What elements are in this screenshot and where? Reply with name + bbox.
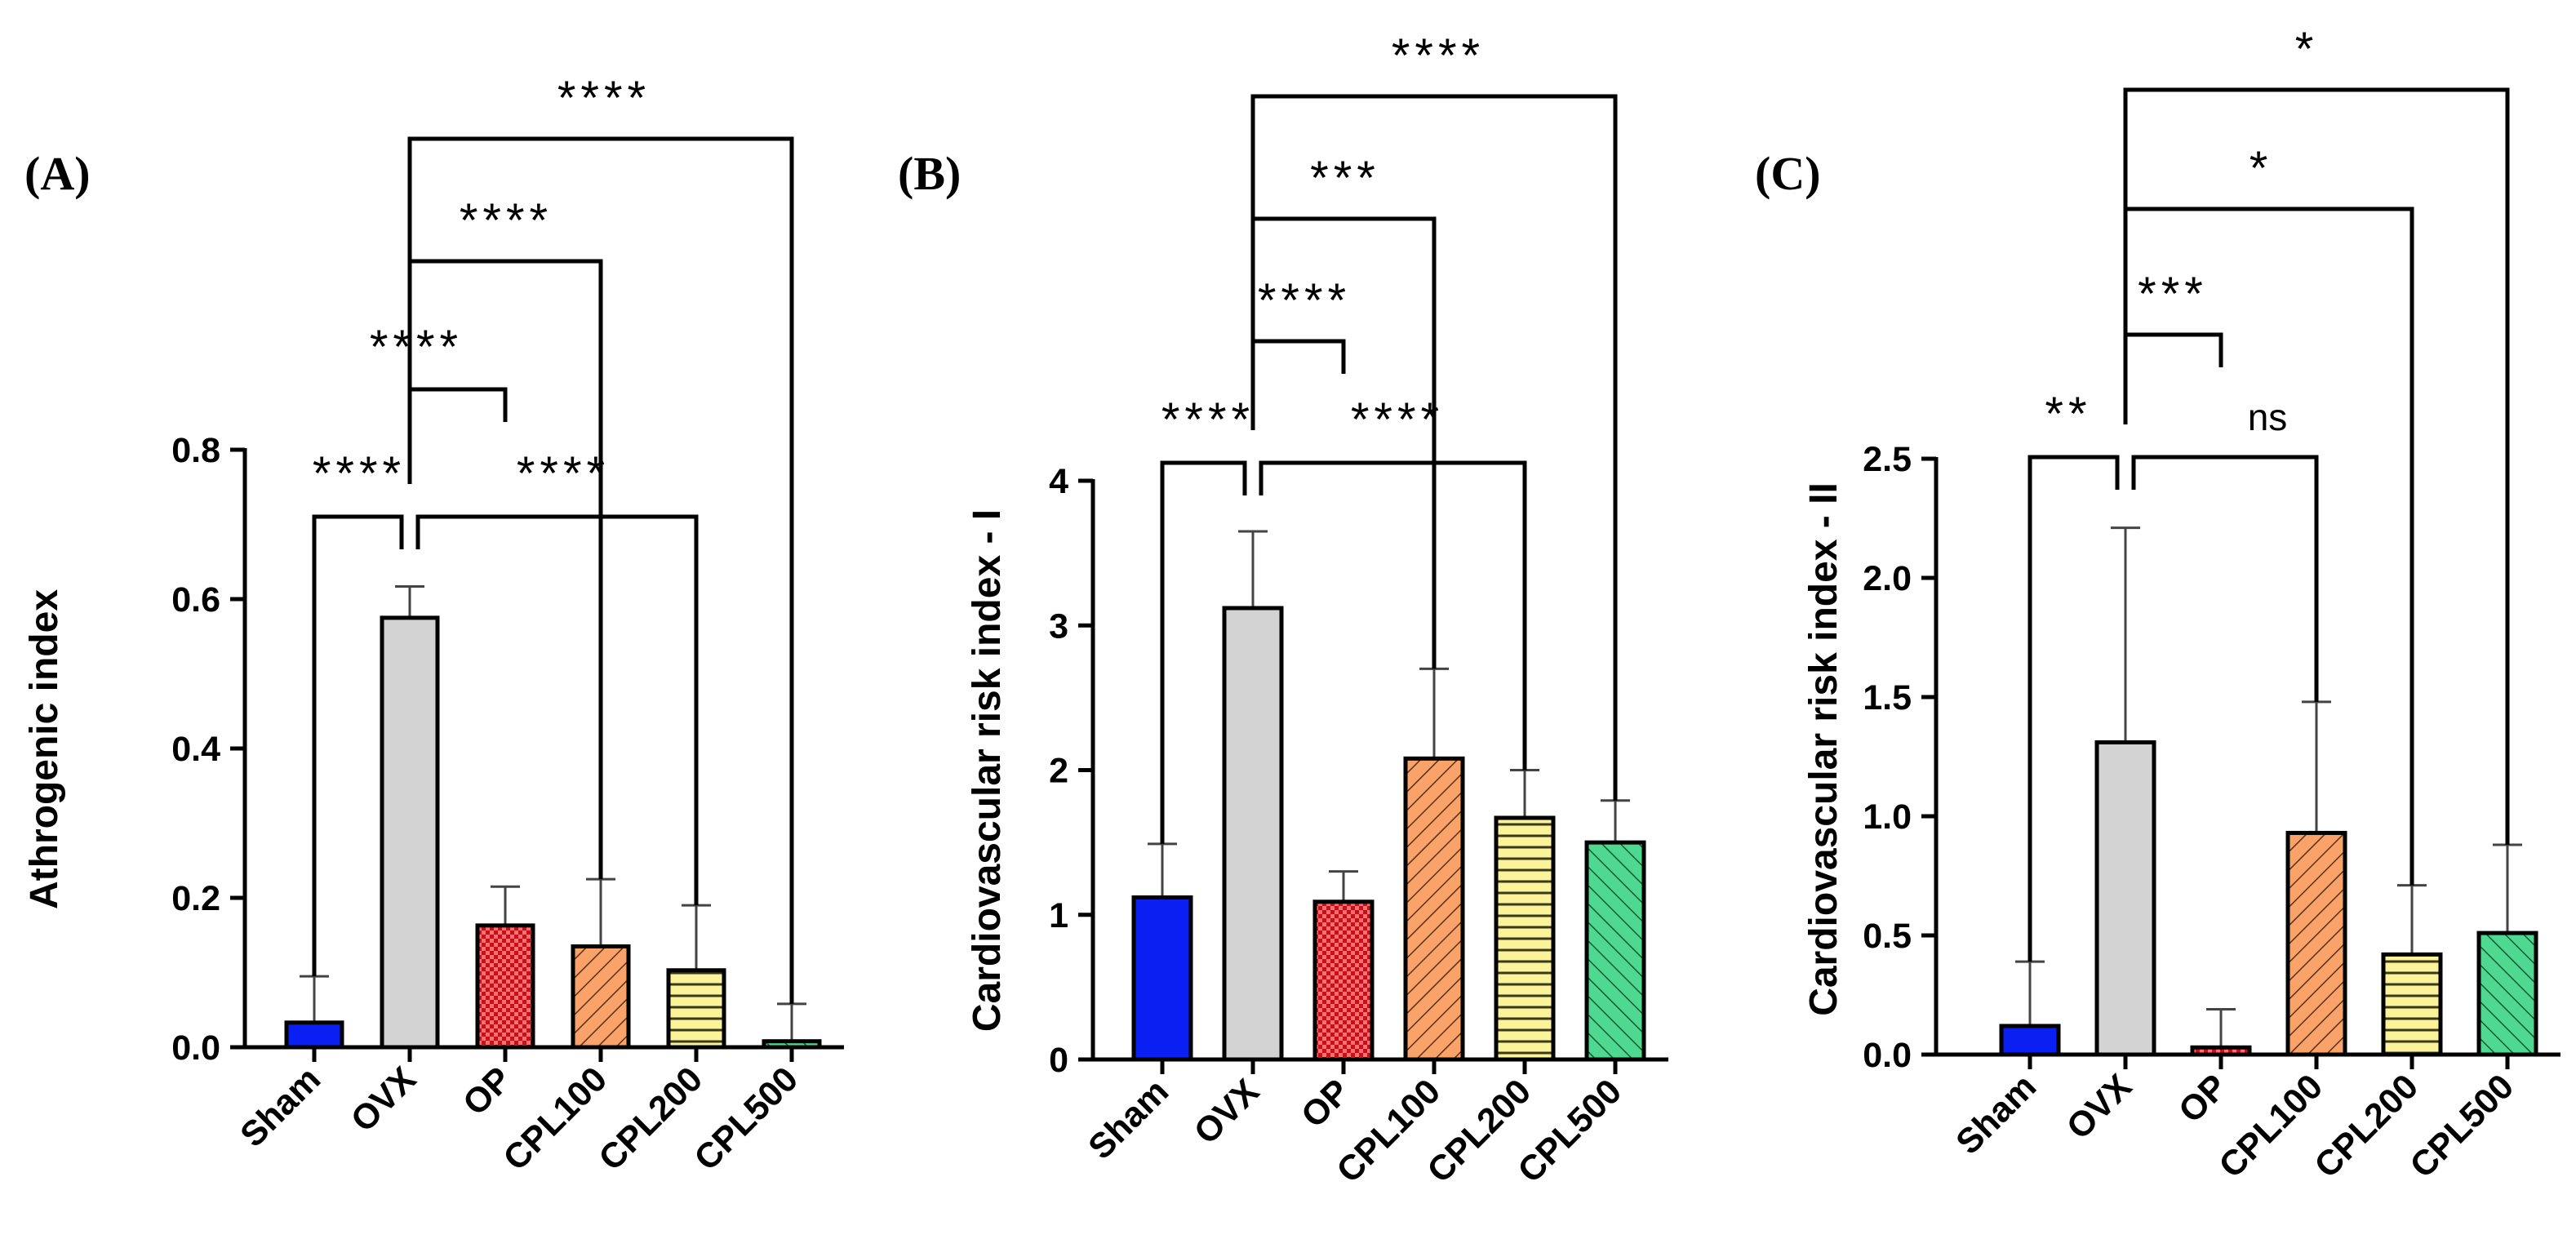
- significance-label: ****: [1392, 29, 1485, 82]
- y-axis-title: Cardiovascular risk index - I: [966, 509, 1009, 1032]
- x-tick-label: CPL500: [2403, 1067, 2521, 1185]
- panel-label: (C): [1755, 147, 1821, 200]
- significance-label: ****: [1161, 393, 1255, 446]
- x-tick-label: OVX: [1187, 1072, 1267, 1152]
- x-tick-label: Sham: [233, 1059, 328, 1155]
- x-tick-label: Sham: [1081, 1072, 1176, 1167]
- significance-bracket: [1160, 460, 1247, 844]
- significance-bracket: [1250, 339, 1346, 430]
- significance-label: ****: [460, 194, 553, 247]
- y-tick-label: 3: [1049, 606, 1068, 646]
- bar-cpl100: [2285, 830, 2347, 1057]
- significance-bracket: [407, 387, 508, 484]
- y-tick-label: 0.8: [171, 431, 220, 470]
- bar-cpl100: [571, 944, 631, 1050]
- bar-op: [475, 923, 535, 1050]
- significance-label: ****: [370, 321, 463, 374]
- bar-op: [2190, 1045, 2252, 1057]
- x-tick-label: CPL100: [2212, 1067, 2330, 1185]
- significance-bracket: [407, 136, 794, 1004]
- significance-label: ***: [1310, 152, 1380, 205]
- significance-label: *: [2250, 142, 2273, 195]
- significance-label: **: [2045, 388, 2091, 441]
- y-tick-label: 0: [1049, 1041, 1068, 1080]
- significance-label: ***: [2138, 268, 2208, 321]
- bar-ovx: [380, 615, 440, 1050]
- significance-label: ****: [517, 447, 610, 500]
- y-tick-label: 1.0: [1863, 797, 1912, 837]
- significance-bracket: [1250, 94, 1618, 801]
- x-tick-label: Sham: [1948, 1067, 2044, 1162]
- bar-sham: [1131, 895, 1193, 1062]
- x-tick-label: CPL200: [592, 1059, 710, 1178]
- significance-label: ****: [557, 72, 651, 125]
- significance-bracket: [2131, 455, 2319, 702]
- y-tick-label: 0.4: [171, 730, 220, 769]
- bar-sham: [284, 1020, 344, 1050]
- bar-cpl100: [1403, 756, 1465, 1062]
- significance-label: *: [2295, 23, 2319, 76]
- significance-bracket: [312, 514, 404, 977]
- bar-ovx: [1222, 606, 1284, 1062]
- x-tick-label: OVX: [344, 1059, 424, 1139]
- x-tick-label: OVX: [2059, 1067, 2139, 1147]
- y-tick-label: 1: [1049, 896, 1068, 935]
- x-tick-label: CPL500: [687, 1059, 806, 1178]
- bar-cpl500: [1584, 840, 1646, 1062]
- y-tick-label: 0.6: [171, 580, 220, 620]
- x-tick-label: OP: [1294, 1072, 1357, 1135]
- significance-bracket: [2027, 455, 2120, 962]
- significance-bracket: [2123, 332, 2223, 424]
- x-tick-label: OP: [2171, 1067, 2235, 1130]
- y-tick-label: 2.0: [1863, 559, 1912, 598]
- x-tick-label: CPL200: [2307, 1067, 2426, 1185]
- y-axis-title: Cardiovascular risk index - II: [1802, 482, 1845, 1016]
- significance-label: ****: [313, 447, 406, 500]
- bar-ovx: [2094, 740, 2156, 1057]
- y-tick-label: 0.0: [1863, 1036, 1912, 1075]
- significance-label: ****: [1258, 274, 1351, 327]
- bar-cpl500: [2476, 931, 2538, 1057]
- chart-panel-b: (B) Cardiovascular risk index - I 0 1 2 3 4 Sha…: [898, 29, 1668, 1191]
- chart-panel-a: (A) Athrogenic index 0.0 0.2 0.4 0.6 0.8 Sham OV…: [23, 72, 844, 1179]
- bar-cpl200: [666, 968, 726, 1050]
- significance-bracket: [2123, 87, 2510, 846]
- x-tick-label: CPL100: [496, 1059, 615, 1178]
- y-tick-label: 0.0: [171, 1028, 220, 1068]
- bar-cpl500: [762, 1039, 822, 1050]
- bar-sham: [1999, 1024, 2061, 1057]
- y-tick-label: 4: [1049, 462, 1068, 501]
- y-axis-title: Athrogenic index: [23, 589, 66, 909]
- panel-label: (B): [898, 147, 961, 200]
- bar-op: [1312, 899, 1375, 1062]
- bar-cpl200: [2381, 952, 2443, 1057]
- significance-label: ****: [1351, 393, 1444, 446]
- significance-label: ns: [2248, 396, 2288, 438]
- y-tick-label: 0.5: [1863, 917, 1912, 956]
- y-tick-label: 2.5: [1863, 440, 1912, 479]
- chart-panel-c: (C) Cardiovascular risk index - II 0.0 0.5 1…: [1755, 23, 2560, 1186]
- x-tick-label: OP: [455, 1059, 519, 1123]
- bar-cpl200: [1494, 815, 1556, 1062]
- panel-label: (A): [24, 147, 91, 200]
- y-tick-label: 1.5: [1863, 678, 1912, 717]
- y-tick-label: 2: [1049, 752, 1068, 791]
- y-tick-label: 0.2: [171, 879, 220, 918]
- significance-bracket: [1259, 460, 1527, 771]
- significance-bracket: [415, 514, 699, 906]
